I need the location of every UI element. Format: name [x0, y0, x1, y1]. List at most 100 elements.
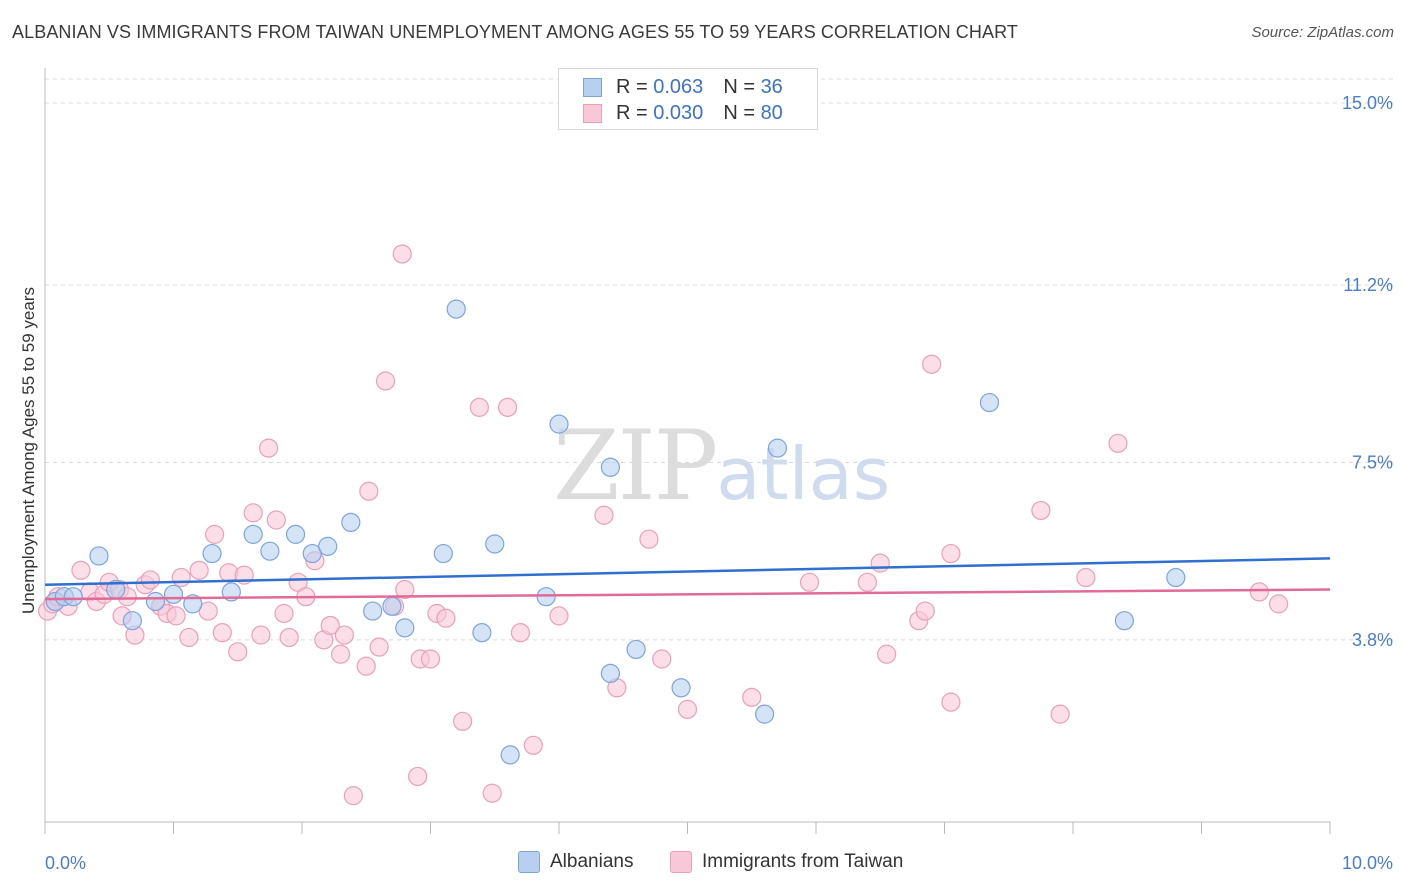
taiwan-point: [941, 543, 961, 564]
albanian-point: [89, 546, 109, 566]
taiwan-point: [189, 560, 209, 580]
taiwan-point: [166, 606, 186, 626]
y-tick-label: 7.5%: [1352, 452, 1393, 472]
taiwan-point: [266, 510, 286, 530]
legend-r-value: 0.063: [653, 75, 704, 98]
taiwan-point: [279, 627, 299, 648]
taiwan-point: [334, 625, 355, 645]
legend-n-label: N =: [723, 75, 755, 98]
taiwan-point: [857, 572, 878, 592]
albanian-point: [382, 596, 402, 616]
albanians-legend-swatch: [518, 851, 540, 873]
taiwan-point: [243, 503, 263, 523]
taiwan-point: [594, 505, 614, 525]
taiwan-point: [205, 524, 225, 544]
taiwan-point: [482, 783, 502, 803]
albanian-point: [183, 594, 203, 614]
taiwan-swatch: [583, 103, 602, 123]
taiwan-point: [320, 615, 340, 636]
albanian-point: [260, 541, 280, 561]
albanian-point: [318, 536, 338, 556]
legend-r-label: R =: [616, 75, 648, 98]
taiwan-point: [198, 601, 218, 621]
albanian-point: [433, 543, 453, 564]
taiwan-point: [140, 570, 160, 590]
taiwan-point: [392, 244, 412, 264]
albanian-point: [472, 623, 492, 643]
albanian-point: [549, 414, 569, 434]
taiwan-point: [652, 649, 672, 669]
taiwan-point: [639, 529, 659, 549]
taiwan-point: [1108, 433, 1128, 453]
albanian-point: [979, 392, 1000, 413]
albanian-trendline: [44, 557, 1331, 586]
albanian-point: [767, 438, 788, 458]
legend-n-value: 80: [760, 101, 783, 124]
watermark: ZIPatlas: [553, 410, 890, 522]
albanian-point: [754, 704, 775, 724]
albanian-point: [202, 543, 222, 564]
taiwan-point: [436, 608, 456, 628]
albanian-point: [122, 611, 142, 631]
albanian-point: [446, 299, 466, 319]
albanian-point: [536, 587, 556, 607]
taiwan-point: [941, 692, 961, 712]
albanian-point: [1166, 567, 1186, 588]
taiwan-legend-label: Immigrants from Taiwan: [702, 851, 904, 872]
albanian-point: [163, 584, 184, 604]
albanian-point: [395, 618, 415, 638]
taiwan-point: [171, 567, 191, 588]
y-tick-label: 11.2%: [1343, 275, 1393, 295]
albanian-point: [626, 639, 646, 660]
taiwan-point: [1031, 500, 1051, 521]
albanians-legend-label: Albanians: [550, 851, 634, 872]
albanian-point: [341, 512, 361, 533]
taiwan-point: [420, 649, 441, 669]
taiwan-point: [799, 572, 820, 592]
taiwan-point: [274, 603, 294, 624]
taiwan-point: [71, 560, 91, 580]
taiwan-point: [915, 601, 935, 621]
taiwan-point: [1076, 567, 1096, 588]
chart-title: ALBANIAN VS IMMIGRANTS FROM TAIWAN UNEMP…: [12, 22, 1018, 42]
albanian-point: [600, 663, 621, 684]
y-tick-label: 15.0%: [1342, 93, 1393, 113]
taiwan-points: [37, 244, 1289, 806]
albanian-point: [221, 582, 241, 602]
axis-layer: [44, 68, 1331, 834]
legend-r-value: 0.030: [653, 101, 704, 124]
albanian-point: [243, 524, 263, 544]
taiwan-point: [498, 397, 518, 417]
taiwan-point: [1249, 582, 1269, 602]
taiwan-point: [870, 553, 890, 573]
legend-item-albanians[interactable]: Albanians: [518, 851, 633, 873]
legend-row-taiwan: R = 0.030 N = 80: [583, 100, 783, 126]
albanian-point: [302, 543, 322, 564]
source-note: Source: ZipAtlas.com: [1251, 24, 1394, 41]
y-axis-label: Unemployment Among Ages 55 to 59 years: [19, 287, 38, 614]
taiwan-point: [1050, 704, 1070, 724]
albanians-points: [45, 299, 1186, 765]
label-layer: 3.8% 7.5% 11.2% 15.0% 0.0% 10.0% Unemployment …: [19, 93, 1393, 873]
taiwan-point: [179, 627, 199, 648]
taiwan-point: [677, 699, 698, 719]
taiwan-point: [395, 579, 415, 600]
taiwan-point: [330, 644, 351, 664]
taiwan-point: [251, 625, 271, 645]
correlation-legend: R = 0.063 N = 36 R = 0.030 N = 80: [558, 68, 818, 130]
taiwan-point: [510, 623, 531, 643]
taiwan-trendline: [44, 588, 1331, 601]
watermark-atlas: atlas: [716, 432, 891, 516]
albanian-point: [1114, 611, 1135, 631]
taiwan-point: [408, 766, 428, 787]
taiwan-point: [523, 735, 543, 755]
albanian-point: [671, 678, 691, 698]
grid-layer: [45, 78, 1395, 641]
series-legend: Albanians Immigrants from Taiwan: [0, 851, 1406, 877]
albanian-point: [285, 524, 306, 544]
taiwan-point: [375, 371, 396, 391]
legend-item-taiwan[interactable]: Immigrants from Taiwan: [670, 851, 903, 873]
taiwan-point: [359, 481, 379, 501]
taiwan-point: [369, 637, 389, 657]
